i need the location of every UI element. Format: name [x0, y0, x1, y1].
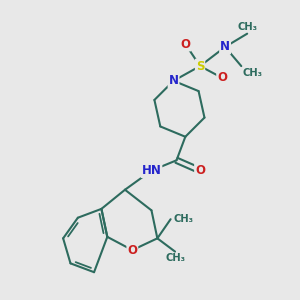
- Text: O: O: [180, 38, 190, 50]
- Text: O: O: [217, 71, 227, 84]
- Text: S: S: [196, 60, 204, 73]
- Text: O: O: [127, 244, 137, 256]
- Text: N: N: [220, 40, 230, 53]
- Text: O: O: [195, 164, 205, 177]
- Text: CH₃: CH₃: [237, 22, 257, 32]
- Text: HN: HN: [142, 164, 161, 177]
- Text: CH₃: CH₃: [165, 253, 185, 263]
- Text: CH₃: CH₃: [243, 68, 263, 78]
- Text: N: N: [169, 74, 178, 87]
- Text: CH₃: CH₃: [174, 214, 194, 224]
